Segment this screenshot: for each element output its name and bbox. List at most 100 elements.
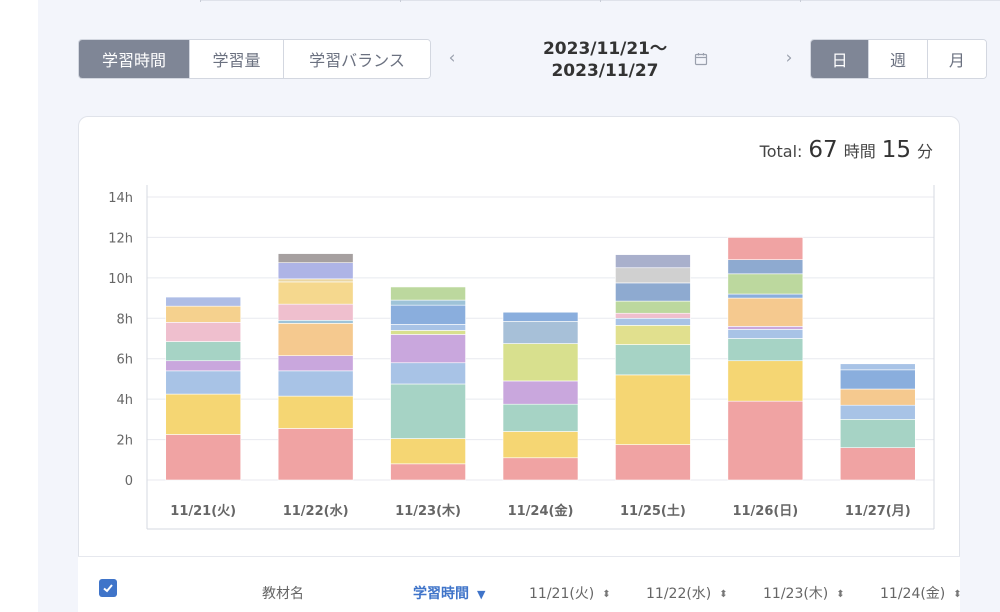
sort-icon: ⬍ <box>953 588 962 600</box>
bar-segment <box>727 400 804 481</box>
bar-segment <box>277 428 354 481</box>
bar-segment <box>839 447 916 481</box>
period-week[interactable]: 週 <box>869 40 928 78</box>
bar-segment <box>727 338 804 362</box>
y-tick-label: 8h <box>116 312 133 327</box>
bar-segment <box>839 388 916 406</box>
bar-segment <box>165 305 242 323</box>
bar-segment <box>277 278 354 283</box>
bar-segment <box>615 374 691 445</box>
chart-card: Total: 67 時間 15 分 0 2h 4h 6h 8h 10h 12h 14h 11/2… <box>78 116 960 576</box>
column-day-2[interactable]: 11/22(水) ⬍ <box>646 583 728 603</box>
bar-segment <box>727 326 804 330</box>
bar-segment <box>390 383 466 439</box>
bar-segment <box>277 320 354 324</box>
bar-segment <box>277 323 354 356</box>
metric-tabs: 学習時間 学習量 学習バランス <box>78 39 431 79</box>
table-header: 教材名 学習時間 ▼ 11/21(火) ⬍ 11/22(水) ⬍ 11/23(木) ⬍ … <box>78 556 962 612</box>
column-material-name-label: 教材名 <box>262 586 304 602</box>
bar-segment <box>615 254 691 269</box>
total-label: Total: <box>759 142 803 161</box>
x-tick-label: 11/25(土) <box>620 503 686 519</box>
bar-segment <box>727 297 804 327</box>
date-range: 2023/11/21〜 2023/11/27 <box>520 38 690 82</box>
x-tick-label: 11/24(金) <box>508 503 574 519</box>
tab-study-balance[interactable]: 学習バランス <box>284 40 430 78</box>
y-tick-label: 2h <box>116 434 133 449</box>
total-hours: 67 <box>808 137 838 163</box>
column-day-4-label: 11/24(金) <box>880 586 946 602</box>
bar-segment <box>277 253 354 263</box>
bar-segment <box>165 434 242 481</box>
bar-segment <box>390 304 466 325</box>
bar-segment <box>390 330 466 335</box>
bar-segment <box>502 311 579 322</box>
bar-segment <box>615 444 691 481</box>
bar-segment <box>390 438 466 465</box>
bar-segment <box>165 370 242 395</box>
bar-segment <box>615 300 691 314</box>
bar-segment <box>502 431 579 459</box>
x-tick-label: 11/22(水) <box>283 503 349 519</box>
bar-segment <box>502 380 579 405</box>
total-minutes: 15 <box>881 137 911 163</box>
period-month[interactable]: 月 <box>927 40 986 78</box>
column-day-2-label: 11/22(水) <box>646 586 712 602</box>
x-tick-label: 11/21(火) <box>170 504 236 519</box>
column-day-1-label: 11/21(火) <box>529 586 595 602</box>
calendar-icon[interactable] <box>693 51 709 67</box>
check-icon <box>103 584 113 593</box>
tab-study-amount[interactable]: 学習量 <box>190 40 284 78</box>
bar-segment <box>390 362 466 385</box>
bar-segment <box>839 369 916 390</box>
sort-icon: ⬍ <box>836 588 845 600</box>
scroll-fade <box>960 556 1000 612</box>
column-day-3-label: 11/23(木) <box>763 586 829 602</box>
bar-segment <box>615 267 691 284</box>
top-divider <box>200 0 1000 2</box>
column-day-1[interactable]: 11/21(火) ⬍ <box>529 583 611 603</box>
bar-segment <box>277 355 354 372</box>
bar-segment <box>390 334 466 364</box>
total-time: Total: 67 時間 15 分 <box>760 137 933 163</box>
date-range-start: 2023/11/21〜 <box>542 39 668 59</box>
column-day-3[interactable]: 11/23(木) ⬍ <box>763 583 845 603</box>
next-period-button[interactable]: › <box>785 48 793 68</box>
bar-segment <box>502 403 579 432</box>
bar-segment <box>165 341 242 362</box>
bar-segment <box>502 343 579 382</box>
bar-segment <box>277 395 354 429</box>
bar-segment <box>615 317 691 326</box>
bar-segment <box>165 322 242 342</box>
select-all-checkbox[interactable] <box>99 579 117 597</box>
y-tick-label: 10h <box>108 272 133 287</box>
bar-segment <box>502 321 579 344</box>
bar-segment <box>615 325 691 345</box>
bar-segment <box>277 370 354 397</box>
bar-segment <box>390 463 466 481</box>
bar-segment <box>502 457 579 481</box>
y-tick-label: 12h <box>108 231 133 246</box>
prev-period-button[interactable]: ‹ <box>448 48 456 68</box>
column-day-4[interactable]: 11/24(金) ⬍ <box>880 583 962 603</box>
sort-desc-icon: ▼ <box>477 588 486 601</box>
bar-segment <box>277 303 354 321</box>
sort-icon: ⬍ <box>602 588 611 600</box>
bar-segment <box>727 293 804 299</box>
y-tick-label: 14h <box>108 191 133 206</box>
column-material-name: 教材名 <box>262 583 304 603</box>
bar-segment <box>839 363 916 371</box>
bar-segment <box>727 329 804 339</box>
bar-segment <box>277 281 354 305</box>
bar-segment <box>615 344 691 376</box>
x-tick-label: 11/26(日) <box>732 504 798 519</box>
column-study-time[interactable]: 学習時間 ▼ <box>413 583 485 603</box>
bar-segment <box>727 237 804 260</box>
x-tick-label: 11/27(月) <box>845 504 911 519</box>
bar-segment <box>839 404 916 420</box>
bar-segment <box>165 296 242 307</box>
bar-segment <box>727 360 804 402</box>
y-tick-label: 4h <box>116 393 133 408</box>
tab-study-time[interactable]: 学習時間 <box>79 40 190 78</box>
period-day[interactable]: 日 <box>811 40 870 78</box>
